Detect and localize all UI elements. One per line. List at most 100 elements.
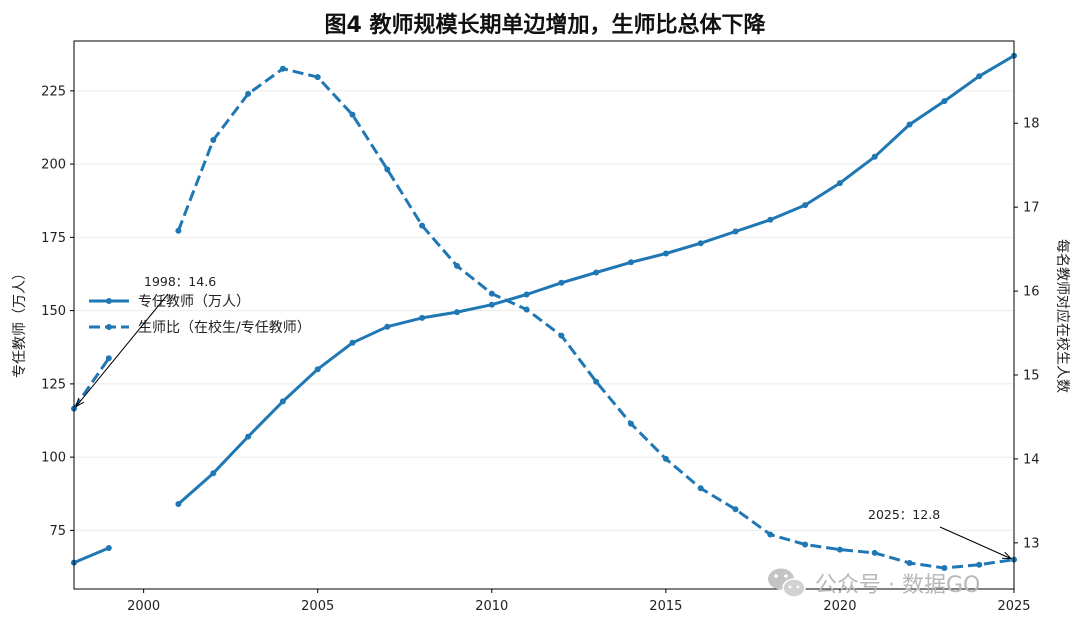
data-point — [349, 339, 356, 346]
series-line — [73, 546, 110, 564]
data-point — [384, 323, 391, 330]
data-point — [767, 216, 774, 223]
series-layer — [71, 52, 1017, 571]
data-point — [384, 166, 391, 173]
data-point — [454, 309, 460, 316]
data-point — [210, 137, 217, 143]
data-point — [175, 501, 182, 507]
x-tick-label: 2010 — [475, 599, 508, 614]
y-axis-left-ticks: 75 100 125 150 175 200 225 — [41, 84, 74, 539]
data-point — [941, 565, 948, 571]
data-point — [558, 332, 565, 339]
legend-item-ratio: 生师比（在校生/专任教师） — [89, 319, 311, 336]
data-point — [105, 545, 112, 551]
x-tick-label: 2015 — [649, 599, 682, 614]
data-point — [732, 506, 739, 513]
series-line — [177, 54, 1015, 506]
data-point — [871, 549, 878, 556]
legend-marker-solid — [106, 298, 112, 304]
y-axis-right-label: 每名教师对应在校生人数 — [1054, 239, 1071, 393]
series-line — [72, 357, 111, 410]
data-point — [279, 398, 286, 405]
data-point — [836, 546, 843, 553]
data-point — [906, 121, 913, 128]
x-tick-label: 2025 — [997, 599, 1030, 614]
data-point — [697, 485, 704, 492]
data-point — [245, 433, 252, 440]
data-point — [419, 222, 426, 229]
annotation-arrow-2025 — [939, 526, 1012, 560]
annotation-arrow-2025-head — [1001, 551, 1013, 560]
legend: 专任教师（万人） 生师比（在校生/专任教师） — [89, 294, 311, 336]
data-point — [767, 531, 774, 538]
data-point — [593, 269, 600, 276]
data-point — [941, 98, 948, 105]
data-point — [175, 227, 182, 234]
data-point — [279, 65, 286, 72]
watermark-text: 公众号 · 数据GO — [815, 573, 980, 598]
data-point — [871, 153, 878, 160]
y-left-tick-label: 175 — [41, 231, 66, 246]
data-point — [245, 90, 252, 97]
data-point — [662, 250, 669, 257]
data-point — [210, 470, 217, 477]
data-point — [697, 240, 704, 247]
data-point — [836, 180, 843, 187]
data-point — [662, 455, 669, 462]
data-point — [523, 306, 530, 313]
y-left-tick-label: 125 — [41, 377, 66, 392]
legend-item-teachers: 专任教师（万人） — [89, 294, 250, 310]
y-axis-left-label: 专任教师（万人） — [12, 266, 28, 378]
series-ratio — [71, 65, 1017, 571]
data-point — [454, 262, 460, 269]
data-point — [628, 259, 634, 266]
y-left-tick-label: 225 — [41, 84, 66, 99]
data-point — [802, 541, 809, 548]
y-right-tick-label: 16 — [1023, 285, 1040, 300]
data-point — [906, 560, 913, 566]
data-point — [732, 228, 739, 235]
data-point — [314, 366, 321, 373]
legend-label-teachers: 专任教师（万人） — [138, 294, 250, 310]
x-tick-label: 2000 — [127, 599, 160, 614]
y-left-tick-label: 100 — [41, 451, 66, 466]
legend-marker-dashed — [106, 324, 112, 330]
annotation-arrow-1998 — [75, 293, 169, 407]
data-point — [349, 111, 356, 118]
wechat-icon — [768, 568, 806, 598]
annotation-2025: 2025：12.8 — [868, 507, 940, 522]
y-axis-right-ticks: 13 14 15 16 17 18 — [1014, 117, 1040, 551]
data-point — [523, 291, 530, 298]
annotation-1998: 1998：14.6 — [144, 274, 216, 289]
x-axis-ticks: 2000 2005 2010 2015 2020 2025 — [127, 589, 1031, 614]
data-point — [558, 279, 565, 286]
data-point — [488, 290, 495, 297]
y-left-tick-label: 150 — [41, 304, 66, 319]
plot-frame — [73, 40, 1015, 590]
data-point — [628, 420, 634, 427]
y-left-tick-label: 200 — [41, 158, 66, 173]
data-point — [976, 561, 983, 568]
data-point — [488, 301, 495, 308]
data-point — [105, 355, 112, 362]
annotations: 1998：14.6 2025：12.8 — [75, 274, 1013, 560]
y-right-tick-label: 14 — [1023, 452, 1040, 467]
data-point — [314, 74, 321, 81]
grid — [74, 90, 1014, 531]
data-point — [419, 314, 426, 321]
x-tick-label: 2005 — [301, 599, 334, 614]
y-right-tick-label: 15 — [1023, 369, 1040, 384]
chart-title: 图4 教师规模长期单边增加，生师比总体下降 — [325, 12, 767, 38]
y-right-tick-label: 18 — [1023, 117, 1040, 132]
data-point — [976, 73, 983, 80]
legend-label-ratio: 生师比（在校生/专任教师） — [138, 319, 311, 336]
data-point — [593, 378, 600, 385]
y-right-tick-label: 13 — [1023, 536, 1040, 551]
watermark: 公众号 · 数据GO — [768, 568, 980, 598]
y-right-tick-label: 17 — [1023, 201, 1040, 216]
annotation-arrow-1998-head — [75, 397, 85, 408]
series-teachers — [71, 52, 1017, 566]
y-left-tick-label: 75 — [49, 524, 66, 539]
x-tick-label: 2020 — [823, 599, 856, 614]
